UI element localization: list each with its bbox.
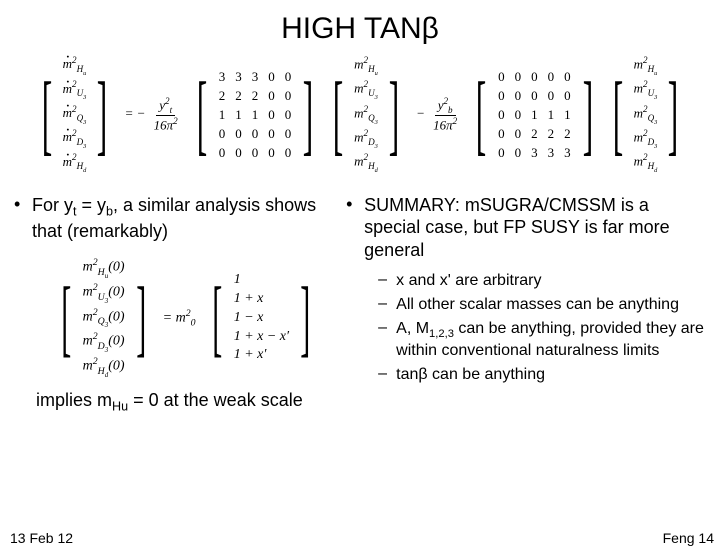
bracket-close-icon: ] [300, 279, 310, 356]
matrix-1: 33300 22200 11100 00000 00000 [217, 69, 294, 161]
sub-bullet: – tanβ can be anything [378, 365, 706, 385]
small-equation: [ m2Hu(0) m2U3(0) m2Q3(0) m2D3(0) m2Hd(0… [52, 256, 346, 379]
small-rhs-vector: 1 1 + x 1 − x 1 + x − x′ 1 + x′ [232, 271, 291, 365]
dash-icon: – [378, 295, 396, 313]
matrix-2: 00000 00000 00111 00222 00333 [496, 69, 573, 161]
bracket-open-icon: [ [196, 74, 206, 155]
bracket-open-icon: [ [61, 279, 71, 356]
sub-bullet-text: A, M1,2,3 can be anything, provided they… [396, 319, 706, 361]
bracket-close-icon: ] [97, 74, 107, 155]
rhs-vector-2: m2Hu m2U3 m2Q3 m2D3 m2Hd [633, 54, 659, 176]
bullet-icon: • [346, 194, 364, 215]
small-eq-mid: = m20 [155, 308, 203, 328]
bracket-close-icon: ] [668, 74, 678, 155]
right-bullet: • SUMMARY: mSUGRA/CMSSM is a special cas… [346, 194, 706, 262]
small-lhs-vector: m2Hu(0) m2U3(0) m2Q3(0) m2D3(0) m2Hd(0) [81, 256, 127, 379]
sub-bullet: – All other scalar masses can be anythin… [378, 295, 706, 315]
dash-icon: – [378, 319, 396, 337]
dash-icon: – [378, 365, 396, 383]
bracket-open-icon: [ [612, 74, 622, 155]
bracket-open-icon: [ [333, 74, 343, 155]
bracket-open-icon: [ [41, 74, 51, 155]
sub-bullet-text: x and x' are arbitrary [396, 271, 706, 291]
top-equation: [ m2Hu m2U3 m2Q3 m2D3 m2Hd ] = − y2t 16π… [0, 54, 720, 176]
term1-prefix: = − y2t 16π2 [117, 96, 186, 133]
right-bullet-text: SUMMARY: mSUGRA/CMSSM is a special case,… [364, 194, 706, 262]
footer-date: 13 Feb 12 [10, 530, 73, 546]
sub-bullet: – A, M1,2,3 can be anything, provided th… [378, 319, 706, 361]
term2-prefix: − y2b 16π2 [409, 96, 466, 133]
rhs-vector-1: m2Hu m2U3 m2Q3 m2D3 m2Hd [353, 54, 379, 176]
sub-bullet: – x and x' are arbitrary [378, 271, 706, 291]
bracket-open-icon: [ [212, 279, 222, 356]
bracket-open-icon: [ [476, 74, 486, 155]
content-row: • For yt = yb, a similar analysis shows … [0, 194, 720, 414]
left-bullet: • For yt = yb, a similar analysis shows … [14, 194, 346, 243]
lhs-vector: m2Hu m2U3 m2Q3 m2D3 m2Hd [62, 54, 88, 176]
bracket-close-icon: ] [582, 74, 592, 155]
left-bullet-text: For yt = yb, a similar analysis shows th… [32, 194, 346, 243]
left-column: • For yt = yb, a similar analysis shows … [14, 194, 346, 414]
bullet-icon: • [14, 194, 32, 215]
bracket-close-icon: ] [136, 279, 146, 356]
sub-bullet-text: All other scalar masses can be anything [396, 295, 706, 315]
slide-title: HIGH TANβ [0, 12, 720, 46]
implies-text: implies mHu = 0 at the weak scale [36, 390, 346, 414]
sub-bullet-text: tanβ can be anything [396, 365, 706, 385]
bracket-close-icon: ] [303, 74, 313, 155]
footer-pagenum: Feng 14 [663, 530, 714, 546]
dash-icon: – [378, 271, 396, 289]
bracket-close-icon: ] [389, 74, 399, 155]
right-column: • SUMMARY: mSUGRA/CMSSM is a special cas… [346, 194, 706, 414]
